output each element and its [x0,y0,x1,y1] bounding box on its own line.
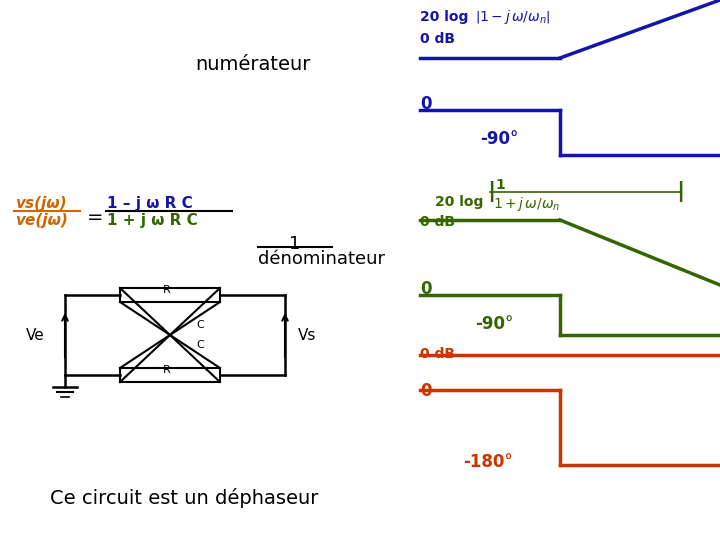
Text: 20 log: 20 log [435,195,483,209]
Text: Ve: Ve [26,327,45,342]
Text: 1 – j ω R C: 1 – j ω R C [107,196,193,211]
Text: -90°: -90° [475,315,513,333]
Text: R: R [163,285,171,295]
Text: 20 log: 20 log [420,10,469,24]
Text: C: C [196,340,204,350]
Text: Vs: Vs [298,327,316,342]
Text: -180°: -180° [463,453,513,471]
Text: |: | [676,181,684,202]
Text: $\left|1 - j\,\omega/\omega_n\right|$: $\left|1 - j\,\omega/\omega_n\right|$ [475,8,551,26]
Text: 0: 0 [420,280,431,298]
Text: 0: 0 [420,95,431,113]
Text: 0 dB: 0 dB [420,32,455,46]
Text: C: C [196,320,204,330]
Text: 0: 0 [420,382,431,400]
Text: R: R [163,365,171,375]
Text: 0 dB: 0 dB [420,215,455,229]
Text: =: = [87,208,104,227]
Text: dénominateur: dénominateur [258,250,385,268]
Text: 1: 1 [289,235,301,253]
Text: numérateur: numérateur [195,55,310,74]
Text: Ce circuit est un déphaseur: Ce circuit est un déphaseur [50,488,318,508]
Text: ve(jω): ve(jω) [15,213,68,228]
Text: -90°: -90° [480,130,518,148]
Text: 1: 1 [495,178,505,192]
Text: 1 + j ω R C: 1 + j ω R C [107,213,198,228]
Text: vs(jω): vs(jω) [15,196,67,211]
Text: $1 + j\,\omega/\omega_n$: $1 + j\,\omega/\omega_n$ [493,195,560,213]
Text: |: | [487,181,495,202]
Text: 0 dB: 0 dB [420,347,455,361]
